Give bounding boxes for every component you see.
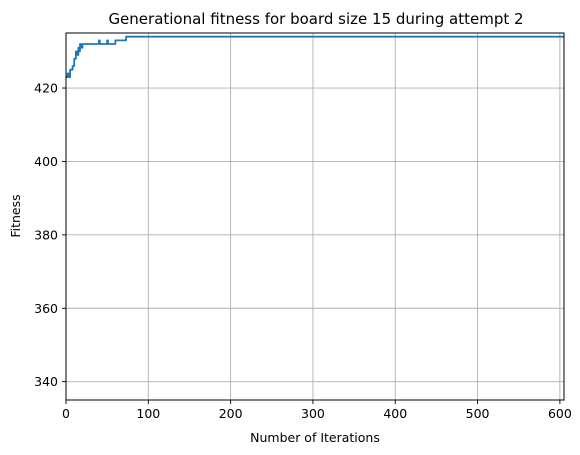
series-line [66,35,564,78]
x-tick-label: 0 [62,406,70,421]
plot-frame [65,32,565,401]
x-tick-label: 200 [219,406,243,421]
series-layer [66,35,564,78]
grid [65,33,564,400]
y-tick-label: 340 [34,374,58,389]
x-tick-label: 500 [466,406,490,421]
x-tick-label: 600 [548,406,572,421]
x-axis-label: Number of Iterations [250,430,380,445]
y-axis-label: Fitness [8,194,23,237]
y-tick-label: 380 [34,227,58,242]
y-tick-label: 400 [34,154,58,169]
x-axis: 0 100 200 300 400 500 600 [62,400,572,421]
y-tick-label: 360 [34,301,58,316]
x-tick-label: 400 [383,406,407,421]
x-tick-label: 100 [136,406,160,421]
y-axis: 340 360 380 400 420 [34,81,66,389]
chart-title: Generational fitness for board size 15 d… [108,10,523,28]
x-tick-label: 300 [301,406,325,421]
y-tick-label: 420 [34,81,58,96]
